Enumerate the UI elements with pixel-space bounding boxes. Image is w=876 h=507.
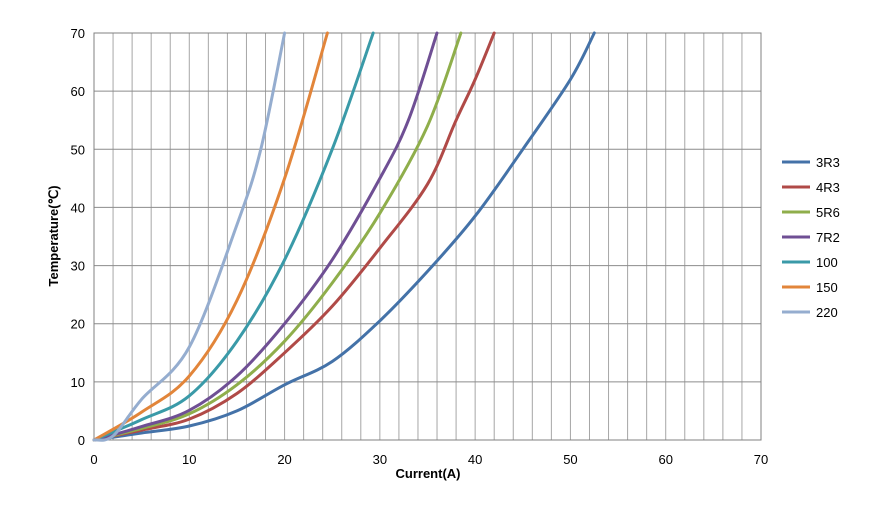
series-line-7R2: [92, 31, 439, 442]
x-tick-label: 40: [468, 452, 482, 467]
y-tick-label: 10: [71, 375, 85, 390]
x-tick-label: 20: [277, 452, 291, 467]
y-tick-label: 30: [71, 259, 85, 274]
y-tick-labels: 0 10 20 30 40 50 60 70: [71, 26, 85, 448]
series-line-5R6: [92, 31, 463, 442]
x-axis-title: Current(A): [396, 466, 461, 481]
series-line-4R3: [92, 31, 496, 442]
legend-label-220: 220: [816, 305, 838, 320]
y-tick-label: 40: [71, 200, 85, 215]
plot-area-border: [93, 32, 762, 441]
legend: 3R3 4R3 5R6 7R2 100 150 220: [782, 155, 840, 320]
y-tick-label: 0: [78, 433, 85, 448]
series-line-150: [92, 31, 329, 442]
x-tick-label: 70: [754, 452, 768, 467]
x-tick-labels: 0 10 20 30 40 50 60 70: [90, 452, 768, 467]
y-tick-label: 20: [71, 317, 85, 332]
series-line-100: [92, 31, 375, 442]
legend-label-3R3: 3R3: [816, 155, 840, 170]
y-axis-title: Temperature(℃): [46, 185, 61, 286]
legend-label-7R2: 7R2: [816, 230, 840, 245]
series-lines: [92, 31, 596, 442]
legend-label-100: 100: [816, 255, 838, 270]
x-tick-label: 60: [658, 452, 672, 467]
series-line-3R3: [92, 31, 596, 442]
legend-label-150: 150: [816, 280, 838, 295]
legend-label-4R3: 4R3: [816, 180, 840, 195]
y-tick-label: 60: [71, 84, 85, 99]
x-tick-label: 0: [90, 452, 97, 467]
x-tick-label: 10: [182, 452, 196, 467]
series-line-220: [92, 31, 287, 442]
legend-label-5R6: 5R6: [816, 205, 840, 220]
grid: [94, 33, 761, 440]
x-tick-label: 30: [373, 452, 387, 467]
x-tick-label: 50: [563, 452, 577, 467]
y-tick-label: 70: [71, 26, 85, 41]
y-tick-label: 50: [71, 142, 85, 157]
